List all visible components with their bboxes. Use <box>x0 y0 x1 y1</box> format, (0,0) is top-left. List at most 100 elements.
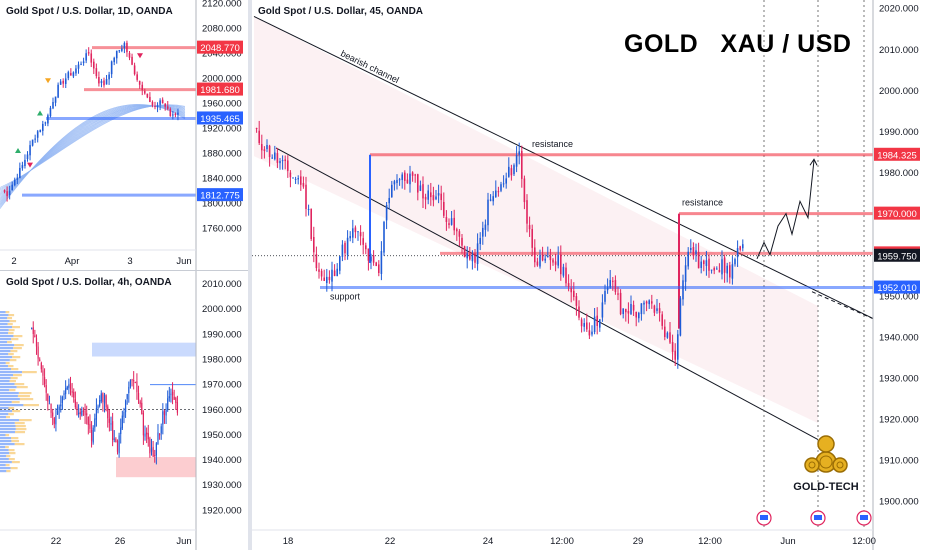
candle <box>346 237 349 255</box>
volume-profile-bar <box>0 341 8 344</box>
x-tick-label: Jun <box>176 536 191 547</box>
price-tag-label: 1812.775 <box>200 191 240 202</box>
y-tick-label: 1940.000 <box>879 332 919 343</box>
candle <box>261 144 263 151</box>
candle <box>422 184 424 199</box>
candle <box>424 196 427 200</box>
candle <box>174 113 177 115</box>
candle <box>310 208 312 240</box>
x-tick-label: Jun <box>780 536 795 547</box>
candle <box>625 309 627 313</box>
y-tick-label: 1980.000 <box>879 168 919 179</box>
candle <box>157 432 159 445</box>
candle <box>726 265 728 274</box>
daily-chart[interactable]: 2120.000 2080.000 2040.000 2000.000 1960.000… <box>0 0 248 270</box>
volume-profile-bar <box>8 365 14 368</box>
candle <box>445 217 448 222</box>
candle <box>718 269 721 273</box>
candle <box>580 319 583 327</box>
volume-profile-bar <box>0 329 9 332</box>
candle <box>54 96 57 103</box>
volume-profile-bar <box>14 443 25 446</box>
x-tick-label: 12:00 <box>852 536 876 547</box>
candle <box>640 303 643 315</box>
candle <box>695 250 697 255</box>
candle <box>411 172 414 176</box>
volume-profile-bar <box>0 383 15 386</box>
candle <box>734 259 736 265</box>
price-tag <box>197 40 243 54</box>
candle <box>166 106 169 109</box>
candle <box>391 184 393 198</box>
candle <box>40 362 42 370</box>
candle <box>128 386 130 394</box>
candle <box>90 53 93 63</box>
h4-chart-panel[interactable]: 2010.000 2000.000 1990.000 1980.000 1970.000… <box>0 271 248 550</box>
candle <box>440 193 442 201</box>
candle <box>62 80 64 84</box>
candle <box>11 184 13 191</box>
volume-profile-bar <box>0 347 14 350</box>
candle <box>492 196 494 202</box>
y-tick-label: 2010.000 <box>879 45 919 56</box>
candle <box>103 394 106 404</box>
volume-profile-bar <box>5 362 10 365</box>
candle <box>539 255 541 267</box>
candle <box>274 152 276 160</box>
candle <box>93 61 95 69</box>
y-tick-label: 1840.000 <box>202 174 242 185</box>
candle <box>133 65 136 75</box>
candle <box>362 238 364 245</box>
h4-chart[interactable]: 2010.000 2000.000 1990.000 1980.000 1970.000… <box>0 271 248 550</box>
candle <box>287 160 289 171</box>
candle <box>401 174 403 180</box>
candle <box>552 259 554 263</box>
candle <box>372 255 375 263</box>
candle <box>177 112 179 115</box>
y-tick-label: 2120.000 <box>202 0 242 10</box>
candle <box>152 446 154 457</box>
candle <box>159 100 161 105</box>
annotation-resistance-1: resistance <box>532 139 573 149</box>
candle <box>567 283 570 287</box>
candle <box>357 231 359 233</box>
main-chart-panel[interactable]: bearish channel resistance resistance suppo… <box>252 0 932 550</box>
volume-profile-bar <box>0 344 15 347</box>
volume-profile-bar <box>12 410 21 413</box>
x-tick-label: Apr <box>65 256 80 267</box>
main-chart[interactable]: bearish channelresistanceresistancesuppo… <box>252 0 932 550</box>
signal-marker <box>137 53 143 59</box>
candle <box>21 165 24 169</box>
candle <box>115 438 117 443</box>
candle <box>474 253 476 263</box>
x-tick-label: 24 <box>483 536 494 547</box>
y-tick-label: 1920.000 <box>202 124 242 135</box>
x-tick-label: 22 <box>385 536 396 547</box>
candle <box>255 128 258 130</box>
price-tag-label: 1952.010 <box>877 283 917 294</box>
candle <box>622 308 624 315</box>
y-tick-label: 1960.000 <box>202 405 242 416</box>
volume-profile-bar <box>0 356 13 359</box>
candle <box>34 335 36 338</box>
candle <box>710 269 713 271</box>
candle <box>173 396 175 400</box>
candle <box>604 290 606 302</box>
y-tick-label: 1940.000 <box>202 455 242 466</box>
candle <box>113 438 115 440</box>
candle <box>684 265 687 282</box>
volume-profile-bar <box>0 374 14 377</box>
volume-profile-bar <box>0 380 10 383</box>
volume-profile-bar <box>0 362 6 365</box>
volume-profile-bar <box>11 461 20 464</box>
daily-chart-panel[interactable]: 2120.000 2080.000 2040.000 2000.000 1960.000… <box>0 0 248 270</box>
candle <box>528 225 531 230</box>
candle <box>121 48 123 51</box>
candle <box>86 413 88 416</box>
candle <box>149 438 151 454</box>
volume-profile-bar <box>9 380 16 383</box>
candle <box>39 359 41 361</box>
us-flag-stripe <box>814 515 822 520</box>
candle <box>677 334 679 360</box>
candle <box>36 131 39 138</box>
